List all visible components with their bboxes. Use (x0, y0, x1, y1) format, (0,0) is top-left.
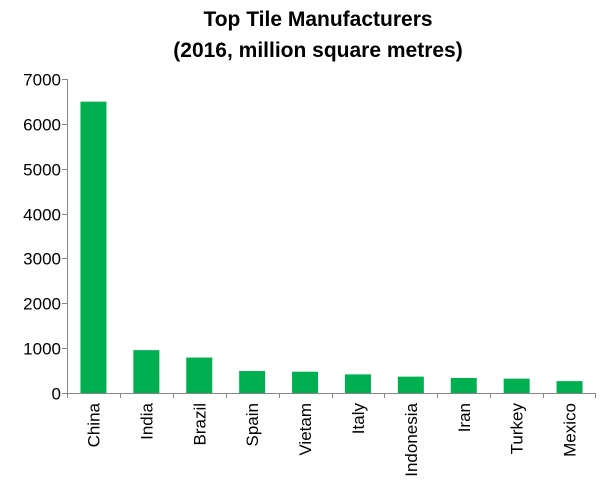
x-axis-ticks: China India Brazil Spain Vietam Italy Indonesi… (67, 393, 596, 477)
bar-china (80, 101, 107, 393)
bar-mexico (556, 381, 583, 393)
bar-turkey (503, 378, 530, 393)
x-tick-label: Indonesia (402, 402, 421, 476)
y-tick-label: 4000 (23, 206, 61, 225)
bar-iran (450, 377, 477, 393)
bar-brazil (186, 357, 213, 393)
y-tick-label: 1000 (23, 340, 61, 359)
bar-series (80, 101, 583, 393)
y-tick-label: 2000 (23, 295, 61, 314)
x-tick-label: Italy (349, 403, 368, 435)
chart-subtitle: (2016, million square metres) (173, 39, 462, 62)
bar-italy (344, 374, 371, 393)
chart-title: Top Tile Manufacturers (203, 8, 432, 31)
x-tick-label: Turkey (508, 403, 527, 455)
bar-indonesia (397, 376, 424, 393)
y-tick-label: 0 (52, 385, 61, 404)
y-tick-label: 5000 (23, 161, 61, 180)
bar-vietam (292, 371, 319, 393)
x-tick-label: Iran (455, 403, 474, 432)
x-tick-label: India (137, 402, 156, 439)
x-tick-label: China (84, 402, 103, 447)
bar-spain (239, 371, 266, 393)
y-tick-label: 7000 (23, 71, 61, 90)
y-tick-label: 3000 (23, 250, 61, 269)
y-tick-label: 6000 (23, 116, 61, 135)
x-tick-label: Spain (243, 403, 262, 446)
y-axis-ticks: 0 1000 2000 3000 4000 5000 6000 7000 (23, 71, 67, 404)
x-tick-label: Vietam (296, 403, 315, 456)
x-tick-label: Brazil (190, 403, 209, 446)
x-tick-label: Mexico (561, 403, 580, 457)
bar-india (133, 350, 160, 393)
